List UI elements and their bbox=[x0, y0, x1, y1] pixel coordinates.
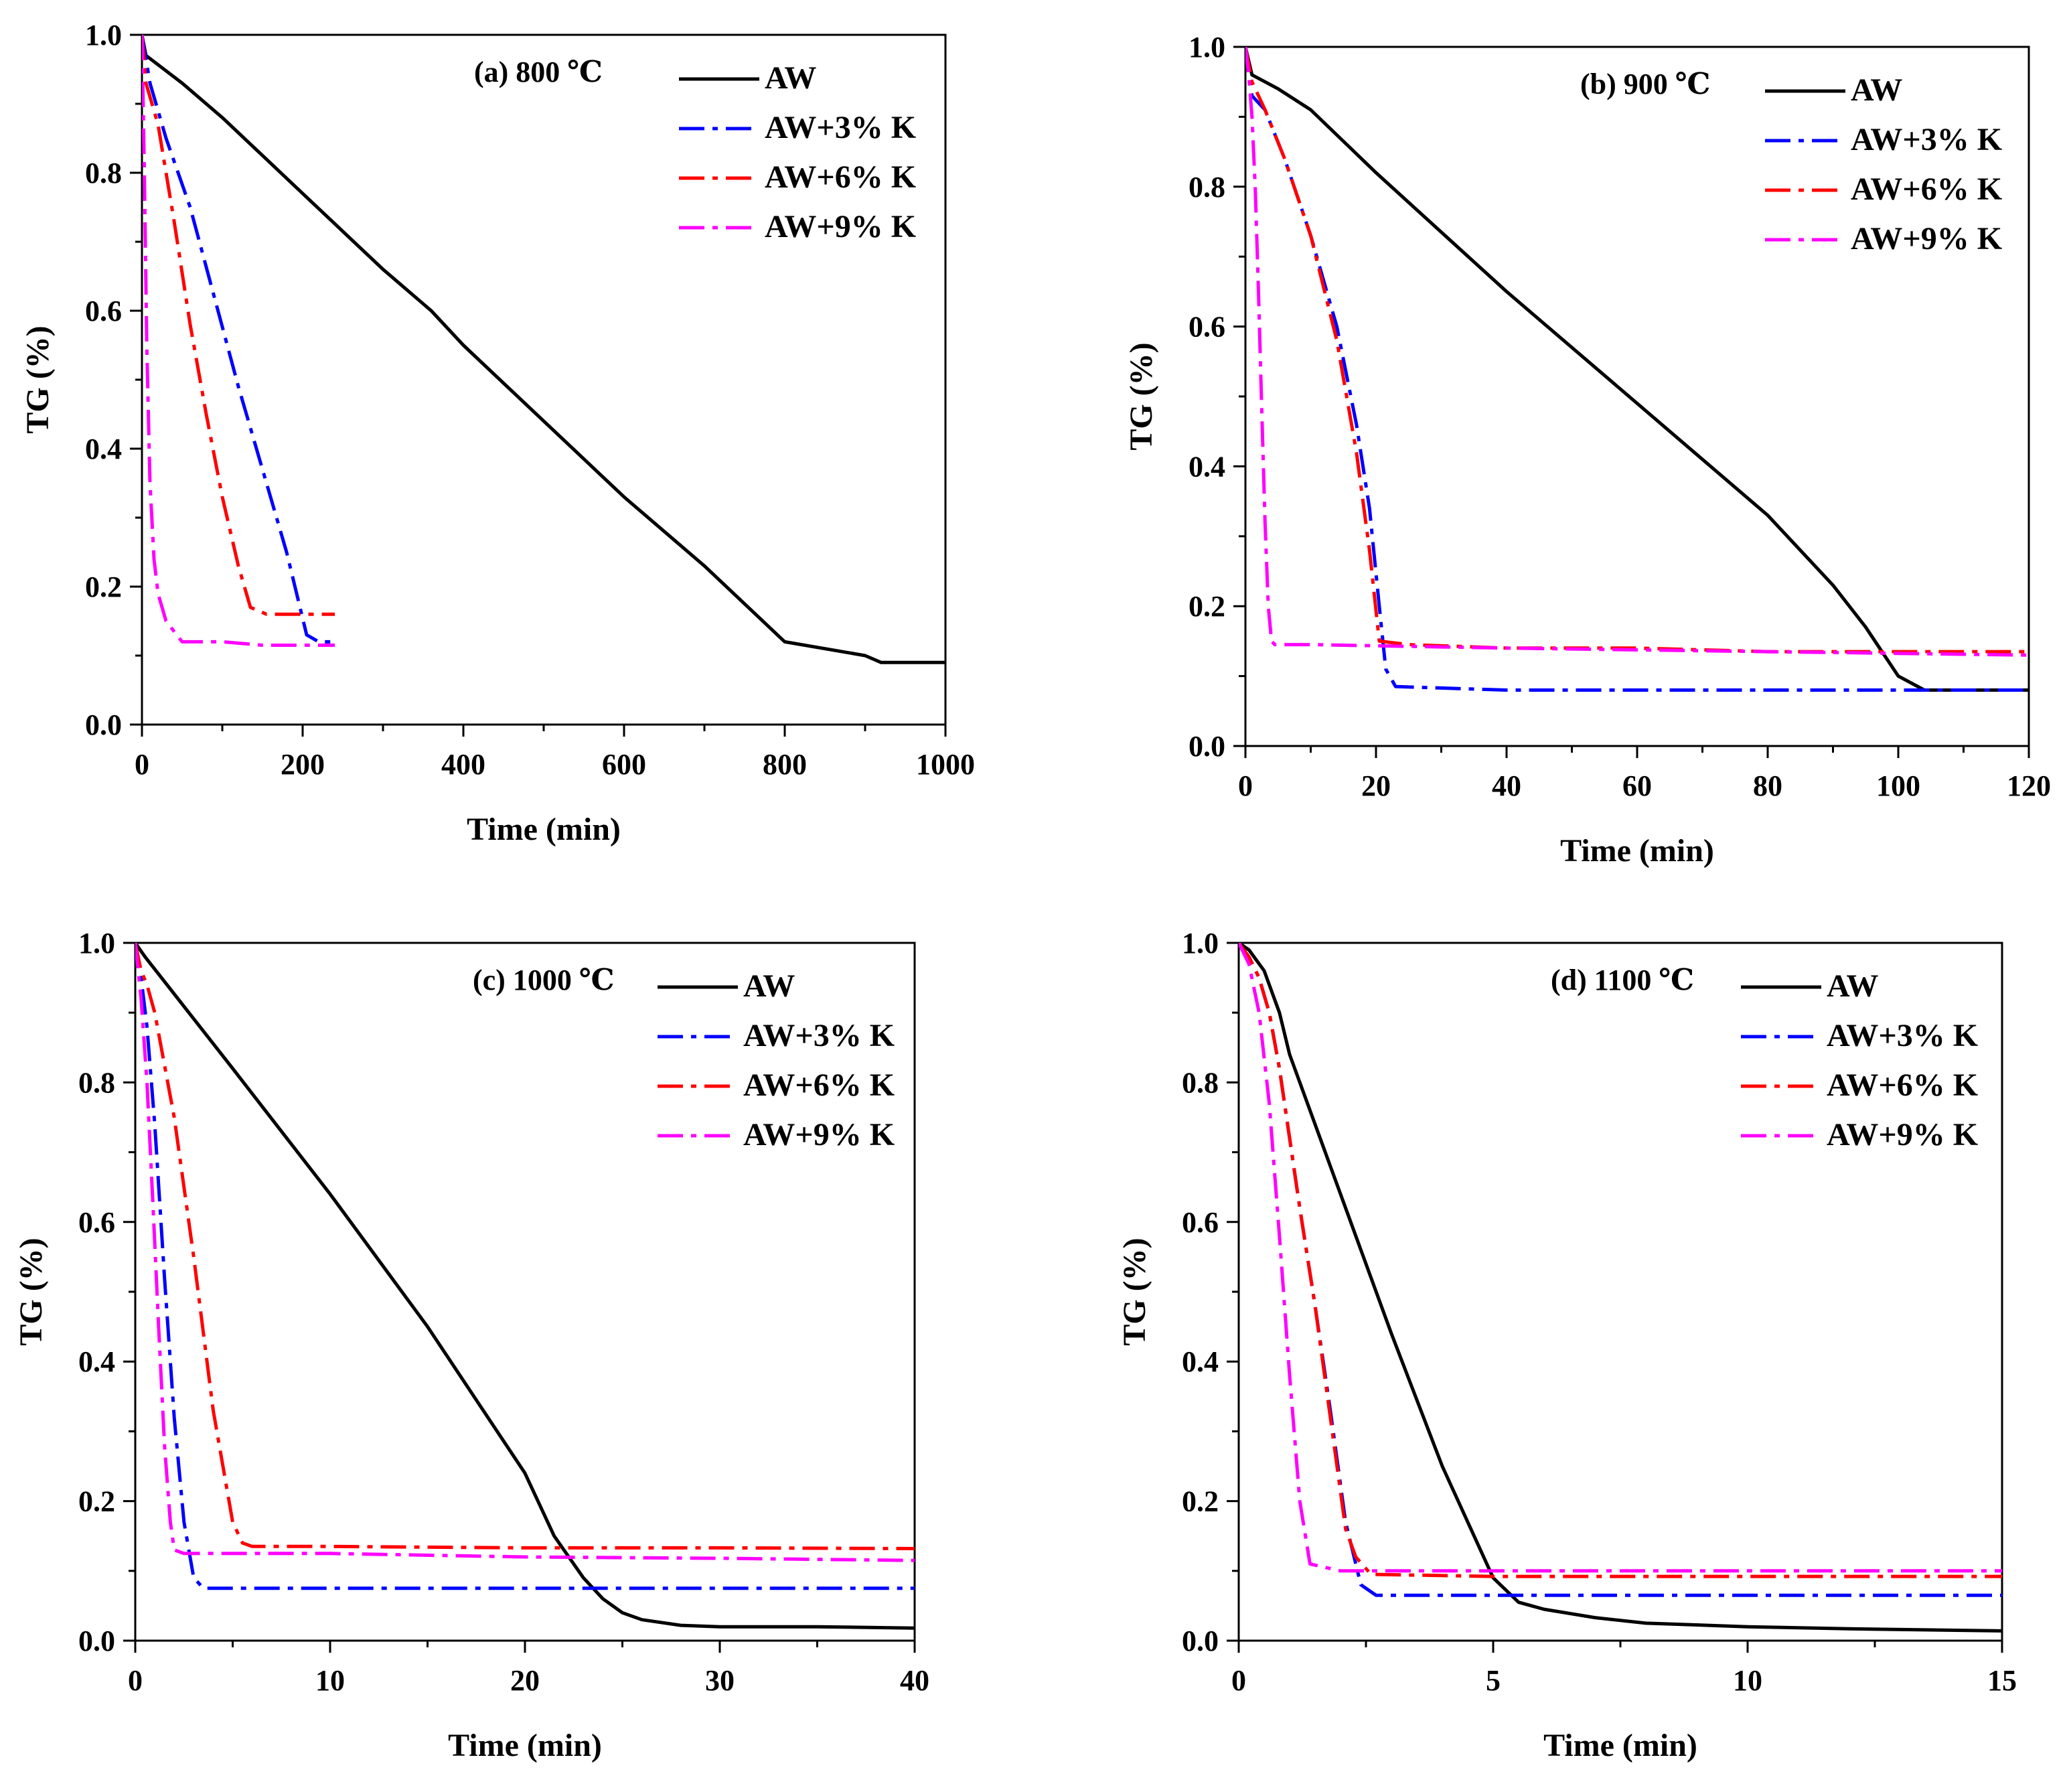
y-tick-label: 0.8 bbox=[85, 157, 122, 190]
legend-label: AW+6% K bbox=[765, 159, 916, 195]
legend-label: AW+3% K bbox=[743, 1018, 895, 1053]
series-line bbox=[1245, 47, 2029, 692]
x-axis-label: Time (min) bbox=[1543, 1728, 1697, 1763]
series-line bbox=[1239, 943, 2002, 1633]
y-tick-label: 0.0 bbox=[1182, 1625, 1219, 1657]
y-tick-label: 0.8 bbox=[1189, 171, 1225, 204]
y-tick-label: 0.6 bbox=[1189, 311, 1225, 344]
x-tick-label: 10 bbox=[315, 1664, 345, 1697]
y-tick-label: 0.6 bbox=[85, 295, 122, 327]
y-tick-label: 0.6 bbox=[78, 1206, 115, 1239]
series-line bbox=[142, 35, 945, 664]
x-tick-label: 60 bbox=[1622, 769, 1652, 802]
panel-title: (d) 1100 ℃ bbox=[1551, 964, 1694, 996]
y-tick-label: 0.2 bbox=[78, 1485, 115, 1518]
y-tick-label: 0.4 bbox=[1182, 1345, 1219, 1378]
y-axis-label: TG (%) bbox=[20, 325, 56, 433]
x-tick-label: 800 bbox=[763, 748, 807, 781]
x-tick-label: 0 bbox=[1238, 769, 1253, 802]
x-tick-label: 0 bbox=[1231, 1664, 1246, 1697]
series-line bbox=[142, 35, 335, 616]
y-tick-label: 0.8 bbox=[1182, 1066, 1219, 1099]
y-tick-label: 1.0 bbox=[1182, 927, 1219, 960]
legend-label: AW+9% K bbox=[743, 1117, 895, 1152]
series-line bbox=[1239, 943, 2002, 1578]
x-tick-label: 400 bbox=[441, 748, 485, 781]
x-tick-label: 20 bbox=[510, 1664, 540, 1697]
series-line bbox=[135, 943, 915, 1590]
legend-label: AW+3% K bbox=[765, 110, 916, 145]
y-tick-label: 0.2 bbox=[1189, 590, 1225, 623]
x-axis-label: Time (min) bbox=[467, 812, 621, 847]
panel-d: 0 5 10 15 0.0 0.2 0.4 0.6 0.8 1.0 Time (min) TG (%)… bbox=[1117, 927, 2017, 1763]
legend-label: AW+3% K bbox=[1851, 122, 2002, 157]
x-tick-label: 15 bbox=[1987, 1664, 2017, 1697]
legend-label: AW bbox=[765, 60, 816, 96]
y-tick-label: 0.0 bbox=[1189, 730, 1225, 763]
y-tick-label: 1.0 bbox=[78, 927, 115, 960]
y-axis-label: TG (%) bbox=[13, 1238, 49, 1345]
x-axis-label: Time (min) bbox=[1560, 833, 1714, 869]
legend-label: AW+6% K bbox=[743, 1067, 895, 1103]
y-tick-label: 1.0 bbox=[1189, 31, 1225, 64]
x-tick-label: 600 bbox=[602, 748, 646, 781]
panel-a: 0 200 400 600 800 1000 0.0 0.2 0.4 0.6 0.8 1.0 Time … bbox=[20, 19, 975, 847]
x-tick-label: 120 bbox=[2007, 769, 2051, 802]
y-tick-label: 0.4 bbox=[85, 433, 122, 465]
x-tick-label: 200 bbox=[281, 748, 325, 781]
legend-label: AW bbox=[1851, 72, 1902, 108]
x-tick-label: 0 bbox=[128, 1664, 143, 1697]
x-tick-label: 30 bbox=[705, 1664, 735, 1697]
legend-label: AW+3% K bbox=[1827, 1018, 1978, 1053]
x-tick-label: 5 bbox=[1486, 1664, 1501, 1697]
panel-c: 0 10 20 30 40 0.0 0.2 0.4 0.6 0.8 1.0 Time (min) TG … bbox=[13, 927, 929, 1763]
legend-label: AW+9% K bbox=[1851, 221, 2002, 256]
x-tick-label: 100 bbox=[1876, 769, 1920, 802]
series-line bbox=[135, 943, 915, 1630]
x-axis-label: Time (min) bbox=[448, 1728, 602, 1763]
series-line bbox=[1245, 47, 2029, 692]
y-tick-label: 0.0 bbox=[78, 1625, 115, 1657]
x-tick-label: 40 bbox=[900, 1664, 929, 1697]
x-tick-label: 80 bbox=[1753, 769, 1782, 802]
y-axis-label: TG (%) bbox=[1124, 342, 1159, 450]
series-line bbox=[142, 35, 335, 644]
x-tick-label: 20 bbox=[1361, 769, 1391, 802]
y-tick-label: 0.4 bbox=[1189, 450, 1225, 483]
series-line bbox=[135, 943, 915, 1550]
x-tick-label: 10 bbox=[1733, 1664, 1762, 1697]
y-tick-label: 0.2 bbox=[1182, 1485, 1219, 1518]
panel-title: (b) 900 ℃ bbox=[1580, 68, 1711, 100]
panel-b: 0 20 40 60 80 100 120 0.0 0.2 0.4 0.6 0.8 1.0 Time (m… bbox=[1124, 31, 2051, 869]
x-tick-label: 0 bbox=[135, 748, 149, 781]
legend-label: AW+9% K bbox=[765, 209, 916, 244]
panel-title: (c) 1000 ℃ bbox=[473, 964, 615, 996]
y-axis-label: TG (%) bbox=[1117, 1238, 1152, 1345]
y-tick-label: 1.0 bbox=[85, 19, 122, 52]
y-tick-label: 0.6 bbox=[1182, 1206, 1219, 1239]
y-tick-label: 0.4 bbox=[78, 1345, 115, 1378]
y-tick-label: 0.0 bbox=[85, 708, 122, 741]
x-tick-label: 1000 bbox=[916, 748, 975, 781]
series-line bbox=[142, 35, 335, 647]
y-tick-label: 0.2 bbox=[85, 571, 122, 603]
legend-label: AW+6% K bbox=[1851, 171, 2002, 207]
series-line bbox=[1239, 943, 2002, 1573]
x-tick-label: 40 bbox=[1492, 769, 1521, 802]
y-tick-label: 0.8 bbox=[78, 1066, 115, 1099]
series-line bbox=[135, 943, 915, 1562]
panel-title: (a) 800 ℃ bbox=[474, 56, 603, 88]
series-line bbox=[1245, 47, 2029, 657]
legend-label: AW bbox=[1827, 968, 1878, 1004]
legend-label: AW+9% K bbox=[1827, 1117, 1978, 1152]
legend-label: AW+6% K bbox=[1827, 1067, 1978, 1103]
legend-label: AW bbox=[743, 968, 795, 1004]
